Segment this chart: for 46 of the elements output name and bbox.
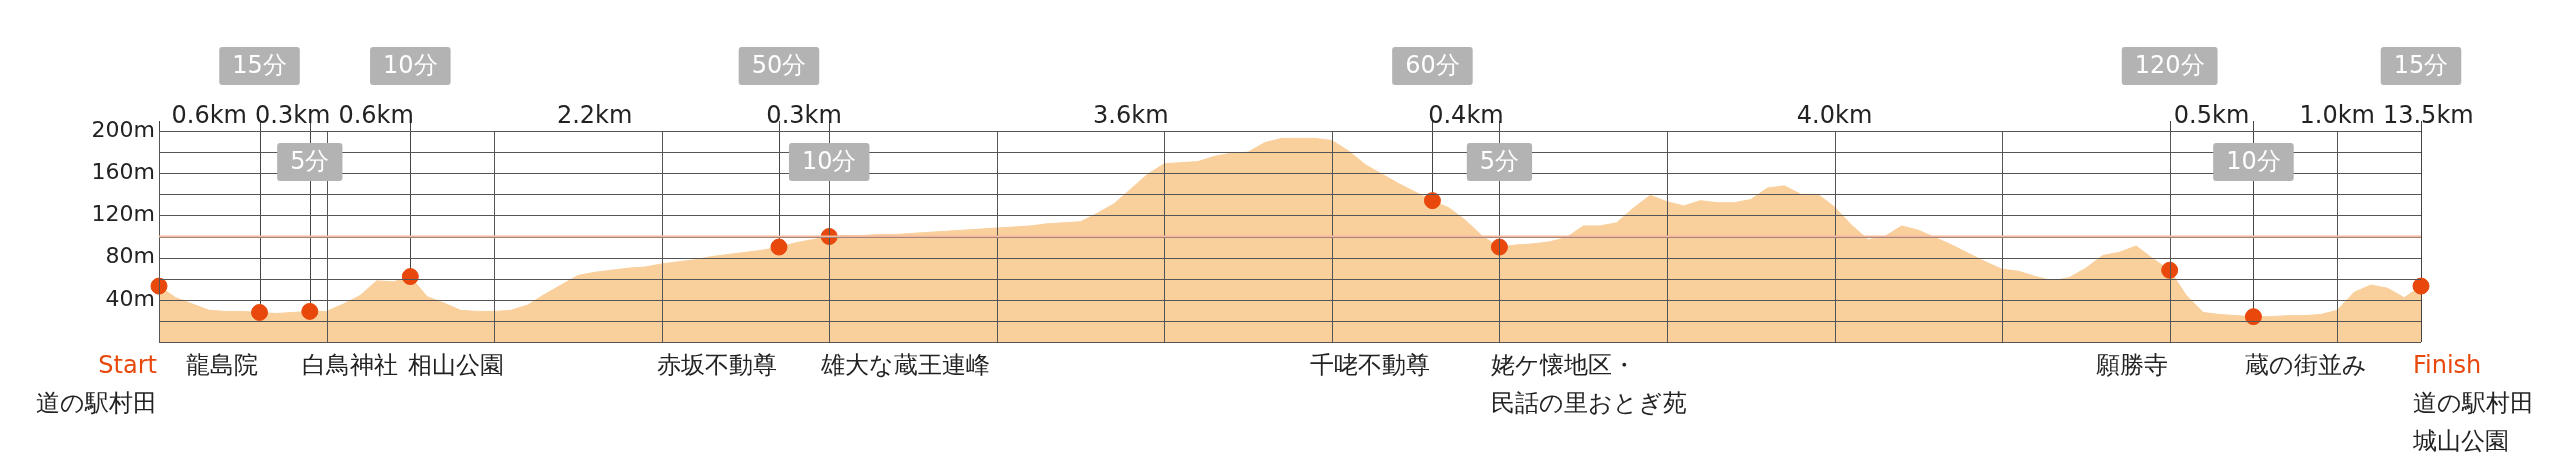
text: 0.3km bbox=[254, 101, 331, 129]
text: 0.3km bbox=[766, 101, 842, 129]
text: 雄大な蔵王連峰 bbox=[820, 351, 991, 380]
point bbox=[401, 268, 419, 286]
text: 0.6km bbox=[171, 101, 247, 129]
text: 15分 bbox=[232, 51, 287, 80]
y-tick-label: 120m bbox=[91, 201, 155, 227]
text: Finish 道の駅村田城山公園 bbox=[2412, 351, 2534, 456]
text: 龍島院 bbox=[185, 351, 258, 380]
text: 白鳥神社 bbox=[301, 351, 398, 380]
text: 蔵の街並み bbox=[2245, 351, 2368, 380]
y-tick-label: 40m bbox=[105, 285, 155, 311]
point bbox=[2412, 277, 2430, 295]
text: 千咾不動尊 bbox=[1310, 351, 1431, 380]
point bbox=[2161, 261, 2179, 279]
text: 15分 bbox=[2393, 51, 2449, 80]
point bbox=[1423, 192, 1441, 210]
text: 0.6km bbox=[338, 101, 414, 129]
point bbox=[301, 302, 319, 320]
text: 50分 bbox=[751, 51, 807, 80]
point bbox=[2244, 308, 2262, 326]
annotation: 10分 bbox=[801, 147, 857, 176]
text: 姥ケ懐地区・民話の里おとぎ苑 bbox=[1491, 351, 1688, 418]
text: 4.0km bbox=[1796, 101, 1873, 129]
text: 60分 bbox=[1405, 51, 1460, 80]
text: 2.2km bbox=[556, 101, 633, 129]
text: 3.6km bbox=[1093, 101, 1169, 129]
text: 相山公園 bbox=[407, 351, 504, 380]
point bbox=[1490, 238, 1508, 256]
text: 120分 bbox=[2134, 51, 2205, 80]
y-tick-label: 80m bbox=[105, 243, 155, 269]
point bbox=[770, 238, 788, 256]
text: 0.4km bbox=[1428, 101, 1504, 129]
y-tick-label: 160m bbox=[91, 158, 155, 184]
annotation: 5分 bbox=[1479, 147, 1520, 176]
text: 願勝寺 bbox=[2095, 351, 2168, 380]
annotation: 5分 bbox=[290, 147, 330, 176]
text: Start 道の駅村田 bbox=[36, 351, 158, 418]
point bbox=[251, 303, 269, 321]
text: 1.0km bbox=[2299, 101, 2375, 129]
text: 赤坂不動尊 bbox=[656, 351, 777, 380]
annotation: 10分 bbox=[2226, 147, 2281, 176]
text: 0.5km bbox=[2173, 101, 2250, 129]
text: 13.5km bbox=[2382, 101, 2474, 129]
text: 10分 bbox=[383, 51, 438, 80]
y-tick-label: 200m bbox=[91, 116, 155, 142]
